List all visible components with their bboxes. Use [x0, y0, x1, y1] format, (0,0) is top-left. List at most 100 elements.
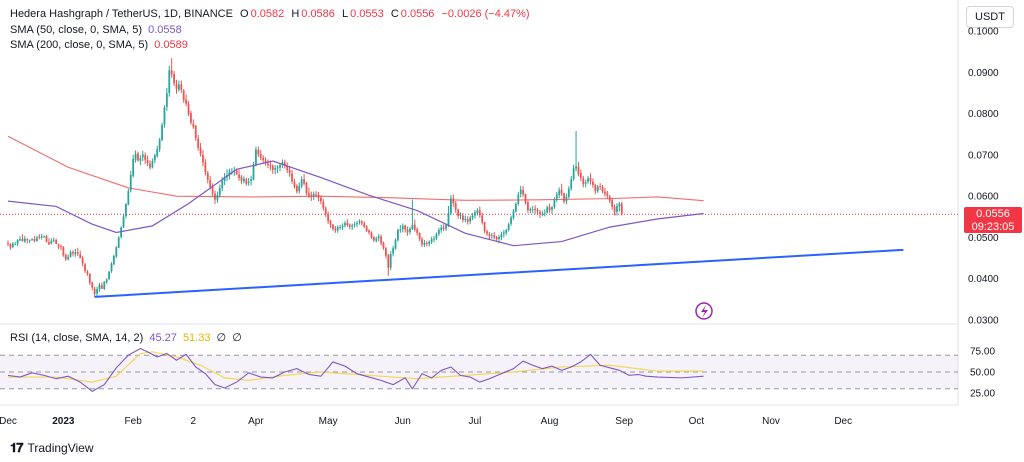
low-value: 0.0553 — [350, 8, 384, 20]
candle-up — [500, 234, 503, 238]
candle-down — [442, 227, 445, 229]
candle-down — [307, 193, 310, 196]
candle-up — [117, 237, 120, 248]
candle-up — [120, 227, 123, 238]
candle-up — [618, 203, 621, 207]
price-tick-label: 0.0300 — [968, 316, 999, 327]
sma50-legend[interactable]: SMA (50, close, 0, SMA, 5) 0.0558 — [10, 24, 182, 36]
candle-up — [440, 227, 443, 230]
candle-up — [558, 190, 561, 195]
candle-down — [55, 239, 58, 245]
candle-down — [79, 254, 82, 259]
candle-up — [250, 179, 253, 181]
rsi-na-2: ∅ — [232, 332, 242, 344]
time-tick-label: Dec — [834, 416, 852, 427]
time-tick-label: Sep — [615, 416, 633, 427]
candle-down — [406, 229, 409, 233]
candle-up — [541, 213, 544, 215]
candle-down — [64, 254, 67, 260]
candle-up — [151, 161, 154, 168]
candle-down — [86, 271, 89, 274]
time-tick-label: Aug — [541, 416, 559, 427]
candle-down — [7, 243, 9, 245]
sma200-value: 0.0589 — [154, 39, 188, 51]
candle-down — [199, 147, 202, 155]
open-value: 0.0582 — [250, 8, 285, 20]
candle-down — [194, 125, 197, 139]
candle-up — [216, 194, 219, 200]
candle-up — [531, 209, 534, 211]
candle-up — [14, 244, 17, 245]
candle-up — [476, 210, 479, 214]
candle-up — [399, 229, 402, 231]
candle-up — [430, 239, 433, 242]
candle-up — [115, 247, 118, 257]
candle-up — [336, 227, 339, 231]
rsi-tick-label: 50.00 — [970, 368, 995, 379]
candle-up — [50, 240, 53, 244]
candle-down — [613, 206, 616, 213]
candle-down — [608, 196, 611, 201]
price-pane — [0, 58, 958, 298]
candle-up — [529, 208, 532, 211]
candle-down — [291, 173, 293, 182]
candle-up — [510, 217, 512, 224]
candle-up — [252, 164, 255, 180]
candle-down — [271, 165, 274, 171]
sma50-value: 0.0558 — [148, 24, 182, 36]
candle-up — [105, 279, 108, 283]
sma200-legend[interactable]: SMA (200, close, 0, SMA, 5) 0.0589 — [10, 39, 188, 51]
candle-down — [404, 225, 407, 230]
open-label: O — [240, 8, 249, 20]
currency-button[interactable]: USDT — [966, 6, 1014, 28]
candle-down — [462, 215, 464, 221]
candle-down — [363, 223, 366, 227]
candle-down — [144, 155, 147, 160]
rsi-legend[interactable]: RSI (14, close, SMA, 14, 2) 45.27 51.33 … — [10, 331, 242, 344]
candle-down — [48, 242, 50, 245]
candle-down — [60, 246, 62, 248]
sma200-label: SMA (200, close, 0, SMA, 5) — [10, 39, 149, 51]
candle-down — [305, 182, 308, 193]
candle-up — [351, 225, 354, 227]
price-tick-label: 0.0600 — [968, 192, 999, 203]
candle-down — [483, 222, 486, 232]
candle-up — [570, 179, 573, 189]
candle-up — [242, 178, 245, 182]
candle-down — [283, 162, 286, 166]
current-price-value: 0.0556 — [976, 208, 1010, 221]
candle-down — [317, 194, 320, 198]
candle-down — [88, 273, 91, 283]
tradingview-brand[interactable]: 𝟏𝟕 TradingView — [10, 440, 94, 456]
candle-down — [26, 239, 29, 240]
candle-down — [370, 232, 373, 238]
candle-down — [582, 178, 585, 185]
candle-up — [428, 241, 431, 245]
lightning-icon[interactable] — [695, 302, 713, 320]
candle-down — [293, 181, 296, 187]
candle-down — [320, 197, 322, 202]
candle-down — [93, 288, 96, 294]
time-tick-label: May — [319, 416, 338, 427]
candle-down — [264, 160, 267, 164]
candle-down — [481, 215, 484, 223]
candle-down — [235, 170, 238, 175]
candle-up — [276, 167, 279, 169]
price-tick-label: 0.0700 — [968, 150, 999, 161]
candle-up — [247, 181, 250, 183]
candle-down — [81, 258, 84, 264]
candle-up — [141, 154, 144, 158]
candle-down — [495, 237, 498, 240]
candle-up — [255, 149, 257, 165]
candle-down — [488, 234, 491, 236]
brand-name: TradingView — [27, 441, 94, 455]
candle-down — [329, 220, 332, 225]
candle-down — [579, 173, 582, 178]
candle-up — [394, 239, 397, 249]
candle-down — [180, 84, 183, 91]
candle-down — [534, 208, 537, 211]
symbol-legend: Hedera Hashgraph / TetherUS, 1D, BINANCE… — [10, 8, 530, 20]
candle-up — [98, 284, 101, 290]
time-tick-label: 2023 — [52, 416, 75, 427]
